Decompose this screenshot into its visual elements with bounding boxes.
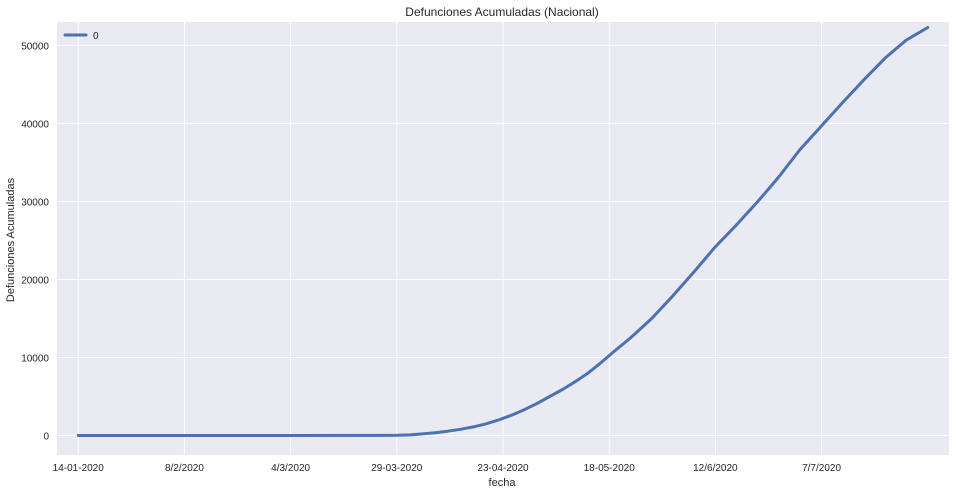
x-tick-label: 29-03-2020 <box>371 463 423 474</box>
y-tick-label: 40000 <box>21 119 49 130</box>
grid-lines <box>57 22 949 455</box>
x-tick-label: 14-01-2020 <box>53 463 105 474</box>
chart-title: Defunciones Acumuladas (Nacional) <box>405 5 598 19</box>
x-tick-label: 8/2/2020 <box>165 463 204 474</box>
legend-entry-0: 0 <box>93 31 99 42</box>
x-tick-label: 7/7/2020 <box>802 463 841 474</box>
y-tick-label: 50000 <box>21 41 49 52</box>
legend: 0 <box>63 31 99 42</box>
x-axis-label: fecha <box>489 477 517 489</box>
y-tick-label: 0 <box>43 431 49 442</box>
y-axis-ticks: 0 10000 20000 30000 40000 50000 <box>21 41 49 442</box>
y-axis-label: Defunciones Acumuladas <box>5 177 17 302</box>
series-layer <box>76 26 930 437</box>
x-tick-label: 12/6/2020 <box>693 463 738 474</box>
x-tick-label: 4/3/2020 <box>271 463 310 474</box>
y-tick-label: 10000 <box>21 353 49 364</box>
y-tick-label: 30000 <box>21 197 49 208</box>
y-tick-label: 20000 <box>21 275 49 286</box>
x-axis-ticks: 14-01-2020 8/2/2020 4/3/2020 29-03-2020 23-0… <box>53 463 842 474</box>
x-tick-label: 23-04-2020 <box>477 463 529 474</box>
x-tick-label: 18-05-2020 <box>584 463 636 474</box>
series-line-0 <box>76 26 930 437</box>
